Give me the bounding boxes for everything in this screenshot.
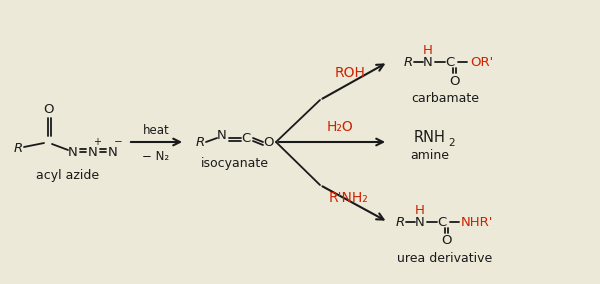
Text: N: N <box>217 128 227 141</box>
Text: H: H <box>423 43 433 57</box>
Text: ROH: ROH <box>335 66 365 80</box>
Text: N: N <box>108 145 118 158</box>
Text: O: O <box>449 74 459 87</box>
Text: N: N <box>88 145 98 158</box>
Text: −: − <box>113 137 122 147</box>
Text: N: N <box>423 55 433 68</box>
Text: R: R <box>13 141 23 154</box>
Text: C: C <box>445 55 455 68</box>
Text: amine: amine <box>410 149 449 162</box>
Text: NHR': NHR' <box>461 216 493 229</box>
Text: carbamate: carbamate <box>411 91 479 105</box>
Text: N: N <box>415 216 425 229</box>
Text: RNH: RNH <box>414 130 446 145</box>
Text: R: R <box>395 216 404 229</box>
Text: R: R <box>403 55 413 68</box>
Text: O: O <box>263 135 273 149</box>
Text: isocyanate: isocyanate <box>201 156 269 170</box>
Text: heat: heat <box>143 124 169 137</box>
Text: R'NH₂: R'NH₂ <box>328 191 368 205</box>
Text: acyl azide: acyl azide <box>37 168 100 181</box>
Text: O: O <box>43 103 53 116</box>
Text: 2: 2 <box>449 138 455 148</box>
Text: +: + <box>93 137 101 147</box>
Text: R: R <box>196 135 205 149</box>
Text: C: C <box>241 131 251 145</box>
Text: O: O <box>441 235 451 247</box>
Text: N: N <box>68 145 78 158</box>
Text: C: C <box>437 216 446 229</box>
Text: − N₂: − N₂ <box>142 149 170 162</box>
Text: H₂O: H₂O <box>326 120 353 134</box>
Text: OR': OR' <box>470 55 494 68</box>
Text: urea derivative: urea derivative <box>397 252 493 264</box>
Text: H: H <box>415 204 425 216</box>
